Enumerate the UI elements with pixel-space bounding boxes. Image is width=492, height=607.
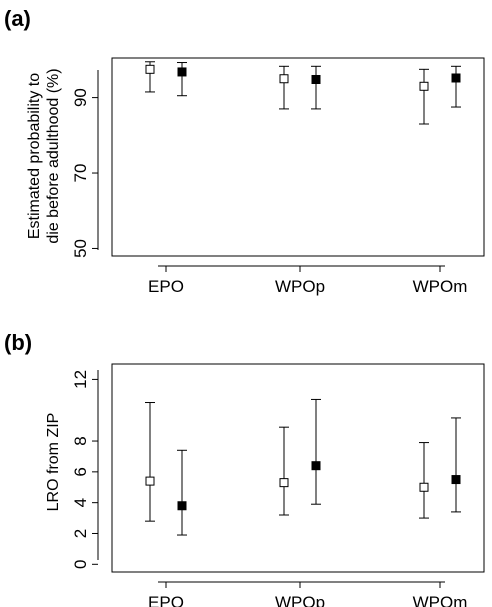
panel-a-plot-frame (111, 57, 485, 257)
panel-a-filled-square-point (177, 67, 187, 77)
panel-b-ytick-label: 6 (71, 467, 90, 476)
panel-b-xtick-label: WPOp (275, 593, 325, 607)
panel-b-ytick-label: 4 (71, 498, 90, 507)
panel-b-filled-square-point (177, 501, 187, 511)
panel-a-ytick-label: 90 (71, 88, 90, 107)
panel-b-open-square-point (145, 476, 155, 486)
panel-a-xtick-label: EPO (148, 277, 184, 296)
panel-b-ytick-label: 8 (71, 436, 90, 445)
panel-b-xtick-label: WPOm (413, 593, 468, 607)
panel-a-ylabel-line-1: Estimated probability to (26, 73, 43, 239)
panel-b-ytick-label: 2 (71, 529, 90, 538)
panel-b-filled-square-point (311, 461, 321, 471)
panel-a-open-square-point (145, 64, 155, 74)
panel-b-plot-frame (111, 363, 485, 573)
panel-b-ylabel: LRO from ZIP (45, 413, 62, 512)
panel-b: (b) LRO from ZIP 0 2 4 6 8 12 EPO WPOp WPOm (4, 330, 485, 607)
panel-b-label: (b) (4, 330, 32, 355)
panel-b-open-square-point (279, 478, 289, 488)
panel-a-filled-square-point (311, 74, 321, 84)
panel-b-ytick-label: 12 (71, 370, 90, 389)
panel-a-label: (a) (4, 6, 31, 31)
panel-a-ytick-label: 50 (71, 239, 90, 258)
panel-a-xtick-label: WPOm (413, 277, 468, 296)
panel-a-ylabel-line-2: die before adulthood (%) (45, 68, 62, 243)
panel-b-ytick-label: 0 (71, 560, 90, 569)
panel-a: (a) Estimated probability to die before … (4, 6, 485, 296)
panel-a-open-square-point (419, 81, 429, 91)
panel-a-filled-square-point (451, 73, 461, 83)
panel-a-xtick-label: WPOp (275, 277, 325, 296)
panel-a-ytick-label: 70 (71, 164, 90, 183)
panel-a-open-square-point (279, 74, 289, 84)
panel-b-xtick-label: EPO (148, 593, 184, 607)
panel-b-open-square-point (419, 482, 429, 492)
panel-b-filled-square-point (451, 475, 461, 485)
